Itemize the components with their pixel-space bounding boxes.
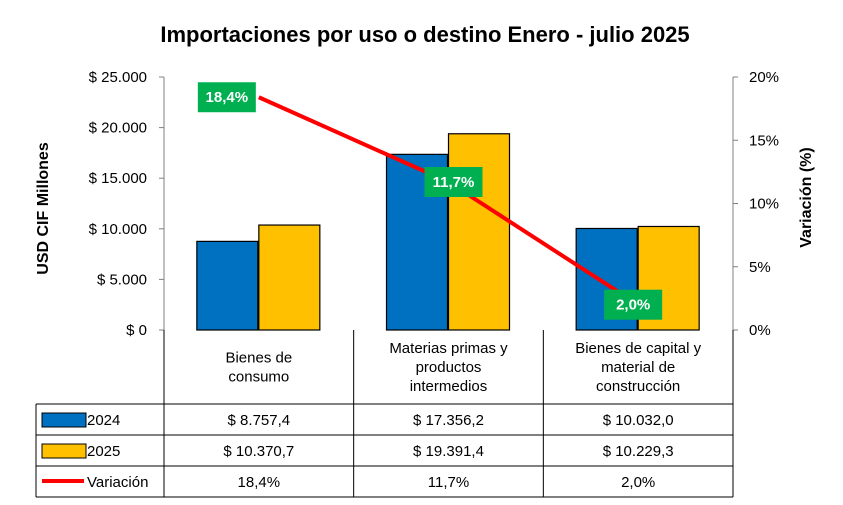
y-tick-label: $ 15.000 [89,170,147,187]
category-label: Materias primas y [389,340,508,357]
y-tick-label: $ 0 [126,322,147,339]
y-tick-label: $ 5.000 [97,271,147,288]
category-label: productos [416,359,482,376]
bar-2025-1 [447,133,511,331]
variation-data-label: 2,0% [616,297,650,314]
category-label: construcción [596,378,680,395]
y2-tick-label: 5% [749,259,771,276]
variation-line: 18,4% 11,7% 2,0% [197,82,663,320]
axes: $ 0 $ 5.000 $ 10.000 $ 15.000 $ 20.000 $ 25.0… [35,69,815,339]
table-cell: $ 10.032,0 [603,412,674,429]
variation-label-box [604,289,663,320]
table-cell: 2,0% [621,474,655,491]
y2-tick-label: 20% [749,69,779,86]
legend-key-2025 [41,443,87,459]
legend-key-2024 [41,412,87,428]
table-cell: 11,7% [428,474,469,491]
variation-label-box [197,82,256,113]
y2-tick-label: 15% [749,132,779,149]
variation-data-label: 18,4% [206,89,249,106]
category-label: Bienes de capital y [575,340,701,357]
y2-tick-label: 10% [749,196,779,213]
variation-data-label: 11,7% [433,174,475,191]
table-cell: $ 8.757,4 [228,412,291,429]
category-label: intermedios [410,378,488,395]
bars [196,133,700,331]
category-label: consumo [228,369,289,386]
y-axis-title: USD CIF Millones [35,142,52,275]
table-cell: 18,4% [238,474,281,491]
y-tick-label: $ 25.000 [89,69,147,86]
chart-title: Importaciones por uso o destino Enero - … [160,22,689,47]
y-tick-label: $ 10.000 [89,221,147,238]
y2-tick-label: 0% [749,322,771,339]
table-cell: $ 19.391,4 [413,443,484,460]
variation-label-box [424,166,483,197]
legend-label: 2024 [87,412,120,429]
legend-label: Variación [87,474,148,491]
table-cell: $ 17.356,2 [413,412,484,429]
y2-axis-title: Variación (%) [798,147,815,247]
bar-2024-0 [196,240,259,331]
category-label: material de [601,359,675,376]
table-cell: $ 10.229,3 [603,443,674,460]
legend-label: 2025 [87,443,120,460]
y-tick-label: $ 20.000 [89,120,147,137]
bar-2025-0 [258,224,321,331]
data-table: Bienes de consumo Materias primas y product… [35,330,734,498]
table-cell: $ 10.370,7 [223,443,294,460]
category-label: Bienes de [225,350,292,367]
